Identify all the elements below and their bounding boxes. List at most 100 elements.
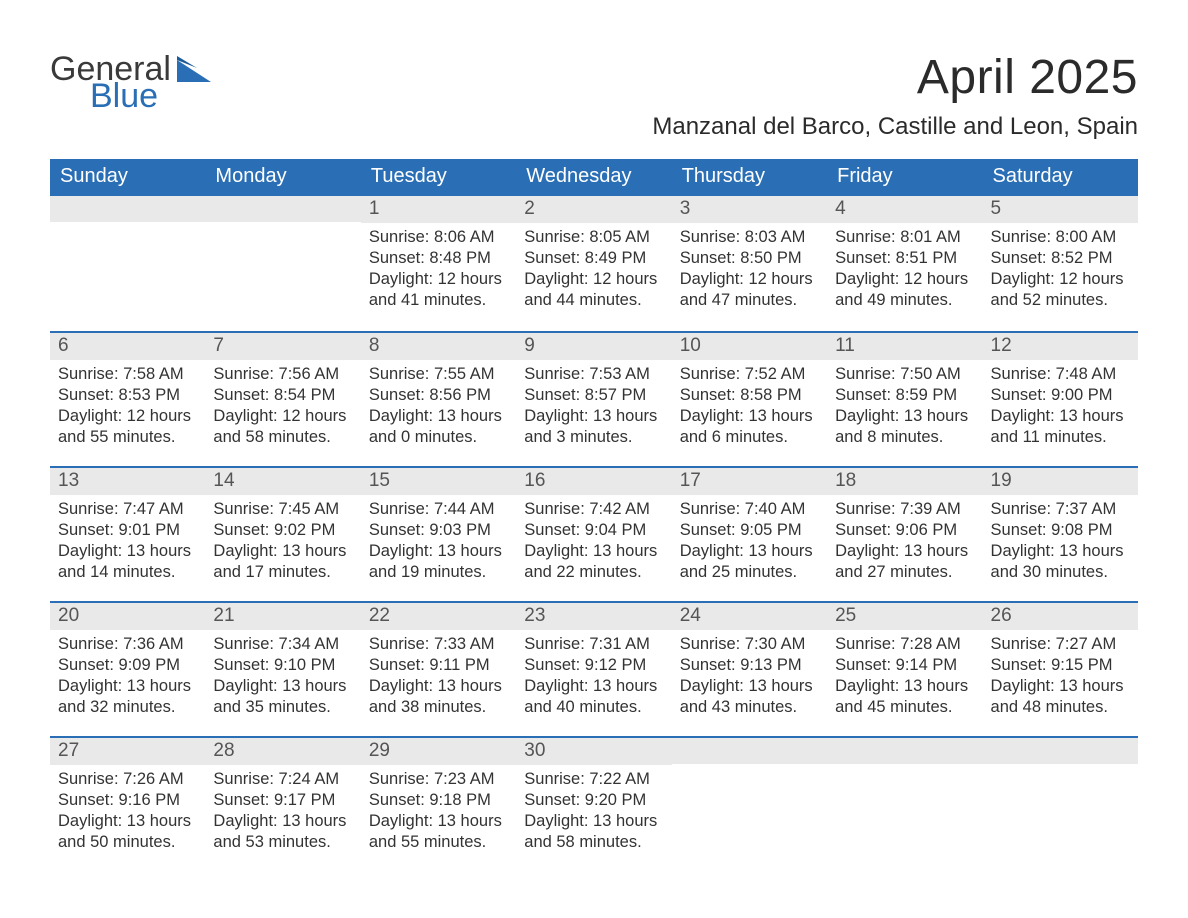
day-body: Sunrise: 7:50 AMSunset: 8:59 PMDaylight:… bbox=[827, 360, 982, 458]
day-dl1-line: Daylight: 13 hours bbox=[213, 811, 352, 832]
day-sunset-line: Sunset: 8:49 PM bbox=[524, 248, 663, 269]
day-sunrise-line: Sunrise: 7:37 AM bbox=[991, 499, 1130, 520]
calendar-day: 14Sunrise: 7:45 AMSunset: 9:02 PMDayligh… bbox=[205, 468, 360, 601]
day-number: 21 bbox=[205, 603, 360, 630]
calendar-day: 16Sunrise: 7:42 AMSunset: 9:04 PMDayligh… bbox=[516, 468, 671, 601]
day-dl1-line: Daylight: 13 hours bbox=[680, 406, 819, 427]
day-body: Sunrise: 7:33 AMSunset: 9:11 PMDaylight:… bbox=[361, 630, 516, 728]
day-dl1-line: Daylight: 12 hours bbox=[991, 269, 1130, 290]
day-number: 18 bbox=[827, 468, 982, 495]
month-title: April 2025 bbox=[652, 50, 1138, 105]
calendar-day-empty bbox=[205, 196, 360, 331]
day-sunset-line: Sunset: 8:54 PM bbox=[213, 385, 352, 406]
day-dl2-line: and 8 minutes. bbox=[835, 427, 974, 448]
day-sunrise-line: Sunrise: 7:58 AM bbox=[58, 364, 197, 385]
day-number bbox=[205, 196, 360, 222]
day-dl2-line: and 58 minutes. bbox=[524, 832, 663, 853]
day-number: 6 bbox=[50, 333, 205, 360]
day-dl2-line: and 47 minutes. bbox=[680, 290, 819, 311]
day-dl2-line: and 55 minutes. bbox=[369, 832, 508, 853]
day-header-cell: Thursday bbox=[672, 159, 827, 196]
day-sunrise-line: Sunrise: 8:05 AM bbox=[524, 227, 663, 248]
day-dl2-line: and 49 minutes. bbox=[835, 290, 974, 311]
calendar-day-empty bbox=[827, 738, 982, 871]
day-sunset-line: Sunset: 8:58 PM bbox=[680, 385, 819, 406]
day-dl2-line: and 53 minutes. bbox=[213, 832, 352, 853]
calendar-day: 4Sunrise: 8:01 AMSunset: 8:51 PMDaylight… bbox=[827, 196, 982, 331]
day-body: Sunrise: 7:45 AMSunset: 9:02 PMDaylight:… bbox=[205, 495, 360, 593]
day-number: 12 bbox=[983, 333, 1138, 360]
day-dl1-line: Daylight: 12 hours bbox=[835, 269, 974, 290]
day-dl2-line: and 0 minutes. bbox=[369, 427, 508, 448]
day-sunrise-line: Sunrise: 7:50 AM bbox=[835, 364, 974, 385]
day-dl2-line: and 43 minutes. bbox=[680, 697, 819, 718]
day-sunrise-line: Sunrise: 7:45 AM bbox=[213, 499, 352, 520]
day-body: Sunrise: 7:22 AMSunset: 9:20 PMDaylight:… bbox=[516, 765, 671, 863]
day-body: Sunrise: 7:31 AMSunset: 9:12 PMDaylight:… bbox=[516, 630, 671, 728]
day-sunrise-line: Sunrise: 8:01 AM bbox=[835, 227, 974, 248]
day-body: Sunrise: 7:23 AMSunset: 9:18 PMDaylight:… bbox=[361, 765, 516, 863]
calendar-day: 19Sunrise: 7:37 AMSunset: 9:08 PMDayligh… bbox=[983, 468, 1138, 601]
calendar-week: 20Sunrise: 7:36 AMSunset: 9:09 PMDayligh… bbox=[50, 601, 1138, 736]
calendar-day: 28Sunrise: 7:24 AMSunset: 9:17 PMDayligh… bbox=[205, 738, 360, 871]
day-dl1-line: Daylight: 13 hours bbox=[524, 811, 663, 832]
day-sunset-line: Sunset: 9:10 PM bbox=[213, 655, 352, 676]
day-dl1-line: Daylight: 13 hours bbox=[835, 676, 974, 697]
day-sunrise-line: Sunrise: 7:40 AM bbox=[680, 499, 819, 520]
day-number bbox=[827, 738, 982, 764]
day-number: 5 bbox=[983, 196, 1138, 223]
day-header-cell: Sunday bbox=[50, 159, 205, 196]
title-block: April 2025 Manzanal del Barco, Castille … bbox=[652, 50, 1138, 141]
day-number: 7 bbox=[205, 333, 360, 360]
day-sunset-line: Sunset: 9:04 PM bbox=[524, 520, 663, 541]
calendar-day-empty bbox=[672, 738, 827, 871]
day-sunset-line: Sunset: 8:53 PM bbox=[58, 385, 197, 406]
day-sunrise-line: Sunrise: 7:42 AM bbox=[524, 499, 663, 520]
day-dl1-line: Daylight: 13 hours bbox=[835, 541, 974, 562]
day-dl2-line: and 35 minutes. bbox=[213, 697, 352, 718]
day-sunset-line: Sunset: 9:00 PM bbox=[991, 385, 1130, 406]
calendar-day-empty bbox=[983, 738, 1138, 871]
day-dl1-line: Daylight: 12 hours bbox=[524, 269, 663, 290]
day-body: Sunrise: 7:24 AMSunset: 9:17 PMDaylight:… bbox=[205, 765, 360, 863]
day-sunset-line: Sunset: 9:15 PM bbox=[991, 655, 1130, 676]
day-number: 17 bbox=[672, 468, 827, 495]
calendar-day: 5Sunrise: 8:00 AMSunset: 8:52 PMDaylight… bbox=[983, 196, 1138, 331]
day-sunrise-line: Sunrise: 7:44 AM bbox=[369, 499, 508, 520]
day-sunset-line: Sunset: 9:12 PM bbox=[524, 655, 663, 676]
day-dl1-line: Daylight: 13 hours bbox=[680, 676, 819, 697]
calendar-day: 3Sunrise: 8:03 AMSunset: 8:50 PMDaylight… bbox=[672, 196, 827, 331]
day-sunset-line: Sunset: 9:08 PM bbox=[991, 520, 1130, 541]
day-dl2-line: and 38 minutes. bbox=[369, 697, 508, 718]
day-dl1-line: Daylight: 13 hours bbox=[524, 406, 663, 427]
day-body: Sunrise: 8:00 AMSunset: 8:52 PMDaylight:… bbox=[983, 223, 1138, 321]
day-dl1-line: Daylight: 13 hours bbox=[213, 676, 352, 697]
calendar-day: 8Sunrise: 7:55 AMSunset: 8:56 PMDaylight… bbox=[361, 333, 516, 466]
day-sunrise-line: Sunrise: 7:52 AM bbox=[680, 364, 819, 385]
calendar-day-empty bbox=[50, 196, 205, 331]
day-sunrise-line: Sunrise: 7:55 AM bbox=[369, 364, 508, 385]
day-dl1-line: Daylight: 13 hours bbox=[991, 541, 1130, 562]
day-body: Sunrise: 8:05 AMSunset: 8:49 PMDaylight:… bbox=[516, 223, 671, 321]
calendar-day: 23Sunrise: 7:31 AMSunset: 9:12 PMDayligh… bbox=[516, 603, 671, 736]
day-sunrise-line: Sunrise: 7:26 AM bbox=[58, 769, 197, 790]
day-number: 20 bbox=[50, 603, 205, 630]
day-sunrise-line: Sunrise: 8:06 AM bbox=[369, 227, 508, 248]
day-body: Sunrise: 7:48 AMSunset: 9:00 PMDaylight:… bbox=[983, 360, 1138, 458]
day-number: 2 bbox=[516, 196, 671, 223]
day-sunrise-line: Sunrise: 7:39 AM bbox=[835, 499, 974, 520]
day-sunset-line: Sunset: 9:02 PM bbox=[213, 520, 352, 541]
day-body: Sunrise: 7:27 AMSunset: 9:15 PMDaylight:… bbox=[983, 630, 1138, 728]
day-sunset-line: Sunset: 9:17 PM bbox=[213, 790, 352, 811]
day-sunset-line: Sunset: 8:59 PM bbox=[835, 385, 974, 406]
calendar-day: 9Sunrise: 7:53 AMSunset: 8:57 PMDaylight… bbox=[516, 333, 671, 466]
day-header-cell: Tuesday bbox=[361, 159, 516, 196]
day-body: Sunrise: 7:26 AMSunset: 9:16 PMDaylight:… bbox=[50, 765, 205, 863]
brand-flag-icon bbox=[177, 56, 211, 87]
day-dl2-line: and 55 minutes. bbox=[58, 427, 197, 448]
calendar-day: 6Sunrise: 7:58 AMSunset: 8:53 PMDaylight… bbox=[50, 333, 205, 466]
calendar-week: 13Sunrise: 7:47 AMSunset: 9:01 PMDayligh… bbox=[50, 466, 1138, 601]
day-sunrise-line: Sunrise: 7:27 AM bbox=[991, 634, 1130, 655]
day-number: 24 bbox=[672, 603, 827, 630]
day-sunset-line: Sunset: 9:14 PM bbox=[835, 655, 974, 676]
